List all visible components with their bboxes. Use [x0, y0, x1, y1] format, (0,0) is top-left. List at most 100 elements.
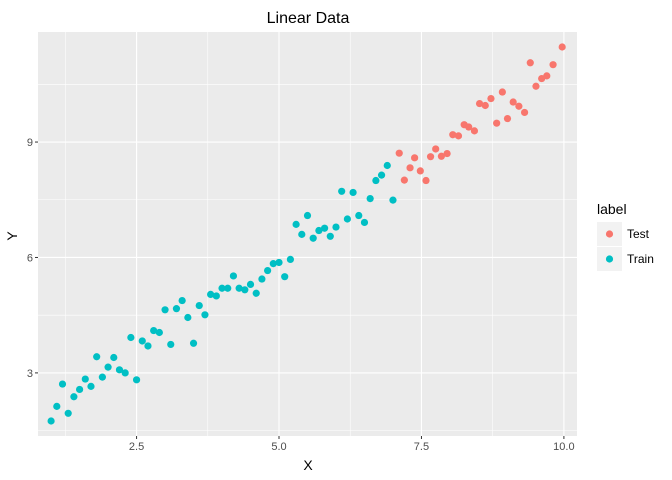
data-point-test: [465, 123, 473, 131]
x-axis-title: X: [303, 457, 313, 473]
data-point-test: [520, 108, 529, 117]
data-point-train: [338, 187, 346, 195]
data-point-test: [411, 154, 419, 162]
data-point-train: [241, 286, 249, 294]
plot-panel: [38, 32, 577, 436]
legend-swatch-test: [605, 230, 614, 238]
data-point-train: [167, 340, 175, 349]
data-point-test: [443, 149, 451, 158]
data-point-train: [281, 273, 289, 281]
data-point-train: [138, 337, 146, 345]
data-point-train: [269, 260, 277, 268]
legend-label-test: Test: [627, 227, 650, 241]
data-point-test: [543, 72, 551, 80]
legend-keys: Test Train: [597, 222, 654, 271]
data-point-train: [264, 266, 272, 275]
data-point-test: [493, 119, 501, 127]
data-point-test: [509, 98, 517, 106]
legend-label-train: Train: [627, 252, 654, 266]
data-point-test: [454, 132, 463, 140]
data-point-test: [416, 167, 424, 175]
data-point-train: [87, 382, 95, 390]
data-point-test: [475, 99, 484, 108]
data-point-train: [224, 284, 232, 292]
data-point-test: [470, 127, 479, 135]
data-point-train: [201, 311, 209, 319]
data-point-train: [360, 218, 369, 227]
data-point-train: [53, 402, 61, 410]
data-point-train: [246, 280, 255, 289]
data-point-train: [207, 290, 215, 299]
major-gridlines: [38, 32, 577, 436]
data-point-test: [395, 149, 403, 157]
y-axis: 3 6 9: [27, 137, 38, 380]
data-point-train: [127, 333, 135, 342]
data-point-train: [252, 289, 260, 297]
chart-title: Linear Data: [267, 10, 350, 27]
data-point-train: [377, 171, 386, 179]
x-tick-label: 7.5: [414, 441, 429, 453]
data-point-test: [558, 43, 566, 51]
data-point-train: [93, 353, 101, 361]
data-point-test: [549, 61, 557, 69]
data-point-train: [150, 326, 158, 335]
data-point-train: [309, 234, 317, 242]
data-point-test: [406, 164, 414, 172]
data-point-train: [47, 417, 55, 425]
data-point-test: [422, 176, 430, 185]
data-point-train: [218, 284, 226, 292]
data-point-train: [389, 196, 397, 204]
data-point-test: [487, 94, 495, 103]
data-point-train: [155, 328, 163, 337]
data-point-train: [115, 366, 124, 374]
data-point-train: [189, 339, 198, 347]
legend: label Test Train: [597, 201, 654, 271]
y-tick-label: 9: [27, 137, 33, 149]
y-tick-label: 6: [27, 252, 33, 264]
data-point-train: [315, 226, 323, 235]
data-point-train: [286, 255, 295, 263]
data-point-train: [195, 301, 203, 310]
x-tick-label: 10.0: [553, 441, 574, 453]
data-point-test: [400, 176, 408, 184]
data-point-train: [98, 373, 106, 381]
data-point-train: [332, 223, 340, 231]
data-point-train: [355, 211, 363, 220]
legend-swatch-train: [605, 255, 614, 263]
data-point-train: [298, 230, 306, 238]
data-point-train: [161, 306, 169, 314]
data-point-test: [498, 88, 506, 96]
data-point-train: [383, 161, 391, 170]
data-point-train: [343, 215, 351, 223]
data-point-train: [372, 176, 380, 185]
x-tick-label: 2.5: [129, 441, 144, 453]
data-point-train: [212, 292, 220, 300]
data-point-train: [75, 385, 84, 394]
data-point-test: [515, 102, 523, 110]
data-point-train: [184, 313, 192, 322]
data-point-train: [320, 224, 329, 232]
data-points: [47, 43, 566, 425]
y-tick-label: 3: [27, 368, 33, 380]
data-point-test: [437, 152, 445, 160]
data-point-test: [481, 101, 489, 110]
data-point-test: [432, 145, 440, 153]
data-point-train: [58, 380, 67, 388]
data-point-test: [426, 153, 435, 161]
data-point-test: [526, 59, 534, 67]
data-point-train: [64, 409, 72, 417]
data-point-train: [132, 376, 141, 384]
data-point-train: [121, 369, 129, 377]
x-axis: 2.5 5.0 7.5 10.0: [129, 436, 575, 453]
data-point-train: [178, 296, 186, 305]
data-point-train: [258, 275, 266, 283]
data-point-train: [81, 375, 89, 383]
data-point-test: [503, 114, 512, 123]
legend-title: label: [597, 201, 627, 217]
data-point-train: [366, 195, 374, 203]
x-tick-label: 5.0: [271, 441, 286, 453]
data-point-train: [292, 220, 300, 228]
data-point-train: [104, 363, 112, 371]
data-point-train: [144, 342, 152, 350]
